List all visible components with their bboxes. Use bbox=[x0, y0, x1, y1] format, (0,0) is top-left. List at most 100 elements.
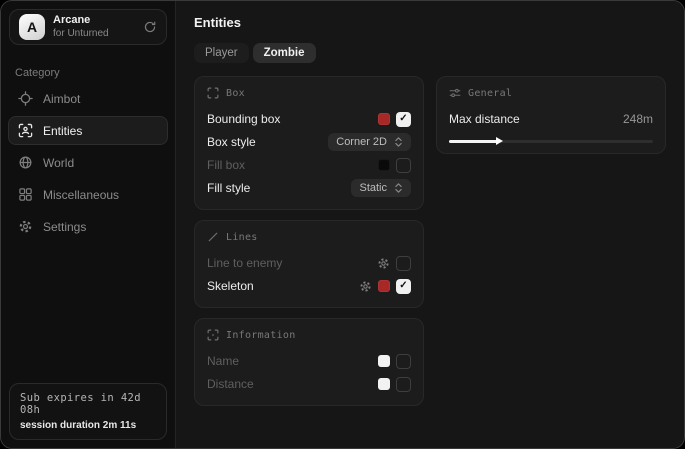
information-card-header: Information bbox=[207, 329, 411, 341]
app-logo: A bbox=[19, 14, 45, 40]
row-controls bbox=[377, 255, 411, 271]
tab-zombie[interactable]: Zombie bbox=[252, 43, 316, 63]
sub-expiry-text: Sub expires in 42d 08h bbox=[20, 392, 141, 416]
row-controls: Corner 2D bbox=[328, 133, 411, 151]
setting-row-fill-box: Fill box bbox=[207, 154, 411, 176]
sync-icon[interactable] bbox=[143, 20, 157, 34]
info-scan-icon bbox=[207, 329, 219, 341]
sidebar-item-label: Settings bbox=[43, 219, 87, 234]
chevron-updown-icon bbox=[394, 182, 403, 194]
category-label: Category bbox=[15, 67, 60, 79]
slider-value: 248m bbox=[622, 112, 653, 126]
setting-label: Max distance bbox=[449, 112, 520, 126]
row-controls: ✓ bbox=[359, 278, 411, 294]
fill-style-dropdown[interactable]: Static bbox=[351, 179, 411, 197]
setting-row-line-to-enemy: Line to enemy bbox=[207, 252, 411, 274]
entity-tabs: Player Zombie bbox=[194, 43, 666, 63]
right-column: General Max distance 248m bbox=[436, 76, 666, 154]
general-card-title: General bbox=[468, 87, 513, 99]
sidebar-item-entities[interactable]: Entities bbox=[8, 116, 168, 145]
box-card: Box Bounding box ✓ Box style Co bbox=[194, 76, 424, 210]
general-card: General Max distance 248m bbox=[436, 76, 666, 154]
app-subtitle: for Unturned bbox=[53, 27, 109, 39]
row-controls bbox=[378, 376, 411, 392]
row-controls bbox=[378, 157, 411, 173]
globe-icon bbox=[18, 155, 33, 170]
setting-label: Distance bbox=[207, 377, 254, 391]
row-gear-icon[interactable] bbox=[359, 280, 372, 293]
setting-row-bounding-box: Bounding box ✓ bbox=[207, 108, 411, 130]
row-gear-icon[interactable] bbox=[377, 257, 390, 270]
lines-card: Lines Line to enemy bbox=[194, 220, 424, 308]
setting-row-name: Name bbox=[207, 350, 411, 372]
information-card-title: Information bbox=[226, 329, 296, 341]
sidebar-item-miscellaneous[interactable]: Miscellaneous bbox=[8, 180, 168, 209]
sidebar-item-label: Miscellaneous bbox=[43, 187, 120, 202]
setting-label: Line to enemy bbox=[207, 256, 283, 270]
sidebar-nav: Aimbot Entities bbox=[1, 84, 175, 241]
page-title: Entities bbox=[194, 15, 241, 30]
row-controls: ✓ bbox=[378, 111, 411, 127]
slider-thumb[interactable] bbox=[495, 137, 503, 145]
lines-card-header: Lines bbox=[207, 231, 411, 243]
setting-row-fill-style: Fill style Static bbox=[207, 177, 411, 199]
sliders-icon bbox=[449, 87, 461, 99]
slider-fill bbox=[449, 140, 498, 143]
checkbox-unchecked[interactable] bbox=[396, 376, 411, 392]
scan-corners-icon bbox=[207, 87, 219, 99]
crosshair-icon bbox=[18, 91, 33, 106]
checkbox-checked[interactable]: ✓ bbox=[396, 111, 411, 127]
row-controls: Static bbox=[351, 179, 411, 197]
main-panel: Entities Player Zombie bbox=[176, 1, 684, 448]
sidebar-item-label: Entities bbox=[43, 123, 83, 138]
checkbox-unchecked[interactable] bbox=[396, 157, 411, 173]
box-style-dropdown[interactable]: Corner 2D bbox=[328, 133, 411, 151]
diagonal-line-icon bbox=[207, 231, 219, 243]
sidebar-item-world[interactable]: World bbox=[8, 148, 168, 177]
color-swatch[interactable] bbox=[378, 355, 390, 367]
row-controls bbox=[378, 353, 411, 369]
box-card-header: Box bbox=[207, 87, 411, 99]
color-swatch[interactable] bbox=[378, 280, 390, 292]
sidebar: A Arcane for Unturned Category bbox=[1, 1, 176, 448]
app-title-block: Arcane for Unturned bbox=[53, 14, 109, 40]
color-swatch[interactable] bbox=[378, 378, 390, 390]
setting-label: Bounding box bbox=[207, 112, 281, 126]
sidebar-item-label: World bbox=[43, 155, 75, 170]
subscription-card: Sub expires in 42d 08h session duration … bbox=[9, 383, 167, 440]
setting-label: Fill box bbox=[207, 158, 246, 172]
setting-row-skeleton: Skeleton ✓ bbox=[207, 275, 411, 297]
setting-row-box-style: Box style Corner 2D bbox=[207, 131, 411, 153]
color-swatch[interactable] bbox=[378, 159, 390, 171]
checkbox-checked[interactable]: ✓ bbox=[396, 278, 411, 294]
setting-label: Box style bbox=[207, 135, 256, 149]
session-duration-text: session duration 2m 11s bbox=[20, 420, 137, 431]
color-swatch[interactable] bbox=[378, 113, 390, 125]
app-name: Arcane bbox=[53, 13, 91, 26]
tab-player[interactable]: Player bbox=[194, 43, 249, 63]
information-card: Information Name Distance bbox=[194, 318, 424, 406]
setting-label: Skeleton bbox=[207, 279, 254, 293]
dropdown-value: Corner 2D bbox=[336, 136, 387, 148]
general-card-header: General bbox=[449, 87, 653, 99]
dropdown-value: Static bbox=[359, 182, 387, 194]
entities-scan-icon bbox=[18, 123, 33, 138]
box-card-title: Box bbox=[226, 87, 245, 99]
grid-icon bbox=[18, 187, 33, 202]
setting-label: Name bbox=[207, 354, 240, 368]
gear-icon bbox=[18, 219, 33, 234]
sidebar-spacer bbox=[1, 241, 175, 375]
setting-row-max-distance: Max distance 248m bbox=[449, 108, 653, 130]
sidebar-item-label: Aimbot bbox=[43, 91, 81, 106]
sidebar-item-aimbot[interactable]: Aimbot bbox=[8, 84, 168, 113]
lines-card-title: Lines bbox=[226, 231, 258, 243]
setting-label: Fill style bbox=[207, 181, 251, 195]
checkbox-unchecked[interactable] bbox=[396, 255, 411, 271]
max-distance-slider[interactable] bbox=[449, 137, 653, 145]
setting-row-distance: Distance bbox=[207, 373, 411, 395]
app-header-card: A Arcane for Unturned bbox=[9, 9, 167, 45]
settings-content: Box Bounding box ✓ Box style Co bbox=[194, 76, 666, 406]
sidebar-item-settings[interactable]: Settings bbox=[8, 212, 168, 241]
checkbox-unchecked[interactable] bbox=[396, 353, 411, 369]
